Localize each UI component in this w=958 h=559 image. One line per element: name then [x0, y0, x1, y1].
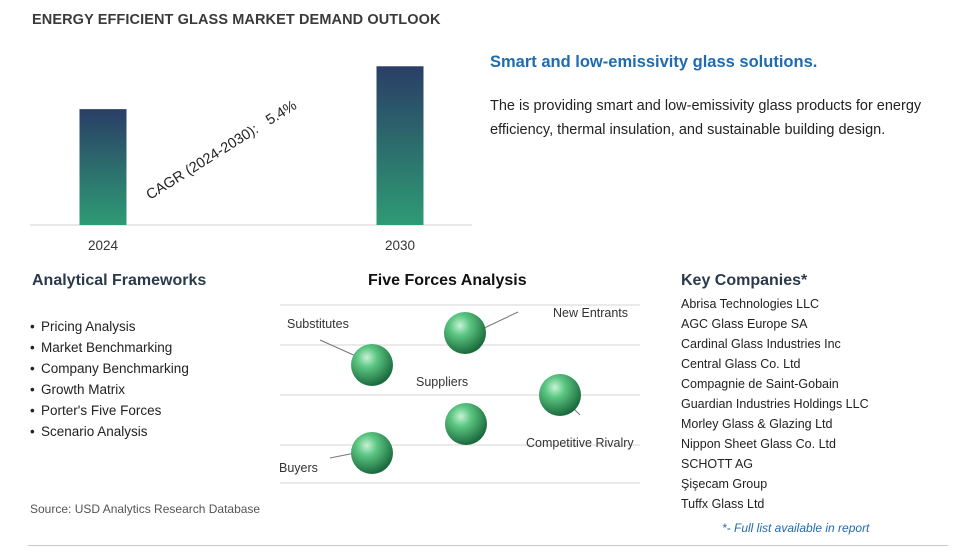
- company-item: AGC Glass Europe SA: [681, 317, 808, 331]
- force-label-new-entrants: New Entrants: [553, 306, 628, 320]
- company-item: SCHOTT AG: [681, 457, 754, 471]
- x-tick-label-2024: 2024: [88, 238, 119, 253]
- source-note: Source: USD Analytics Research Database: [30, 502, 261, 516]
- force-label-buyers: Buyers: [279, 461, 318, 475]
- bottom-divider: [28, 545, 948, 546]
- company-item: Cardinal Glass Industries Inc: [681, 337, 841, 351]
- bar-2030: [376, 66, 424, 225]
- force-sphere-new-entrants: [444, 312, 486, 354]
- frameworks-heading: Analytical Frameworks: [32, 272, 207, 289]
- five-forces-diagram: New Entrants Substitutes Suppliers Compe…: [279, 304, 640, 484]
- company-item: Nippon Sheet Glass Co. Ltd: [681, 437, 836, 451]
- force-label-rivalry: Competitive Rivalry: [526, 436, 634, 450]
- company-item: Guardian Industries Holdings LLC: [681, 397, 869, 411]
- description-heading: Smart and low-emissivity glass solutions…: [490, 53, 818, 71]
- bar-chart: 2024 2030 CAGR (2024-2030): 5.4%: [30, 66, 472, 253]
- x-tick-label-2030: 2030: [385, 238, 415, 253]
- frameworks-list: Pricing Analysis Market Benchmarking Com…: [30, 316, 189, 442]
- company-item: Compagnie de Saint-Gobain: [681, 377, 839, 391]
- framework-item: Pricing Analysis: [30, 316, 189, 337]
- company-item: Abrisa Technologies LLC: [681, 297, 820, 311]
- cagr-annotation: CAGR (2024-2030): 5.4%: [144, 98, 300, 204]
- framework-item: Growth Matrix: [30, 379, 189, 400]
- force-sphere-suppliers: [445, 403, 487, 445]
- force-sphere-rivalry: [539, 374, 581, 416]
- force-label-substitutes: Substitutes: [287, 317, 349, 331]
- company-item: Morley Glass & Glazing Ltd: [681, 417, 833, 431]
- framework-item: Company Benchmarking: [30, 358, 189, 379]
- force-label-suppliers: Suppliers: [416, 375, 468, 389]
- page-title: ENERGY EFFICIENT GLASS MARKET DEMAND OUT…: [32, 12, 441, 28]
- companies-heading: Key Companies*: [681, 272, 808, 289]
- framework-item: Market Benchmarking: [30, 337, 189, 358]
- company-item: Şişecam Group: [681, 477, 768, 491]
- force-sphere-substitutes: [351, 344, 393, 386]
- companies-footnote: *- Full list available in report: [722, 521, 870, 535]
- companies-list: Abrisa Technologies LLC AGC Glass Europe…: [681, 294, 869, 514]
- company-item: Central Glass Co. Ltd: [681, 357, 801, 371]
- framework-item: Scenario Analysis: [30, 421, 189, 442]
- framework-item: Porter's Five Forces: [30, 400, 189, 421]
- force-sphere-buyers: [351, 432, 393, 474]
- bar-2024: [79, 109, 127, 225]
- five-forces-heading: Five Forces Analysis: [368, 272, 527, 289]
- company-item: Tuffx Glass Ltd: [681, 497, 765, 511]
- description-text: The is providing smart and low-emissivit…: [490, 98, 922, 138]
